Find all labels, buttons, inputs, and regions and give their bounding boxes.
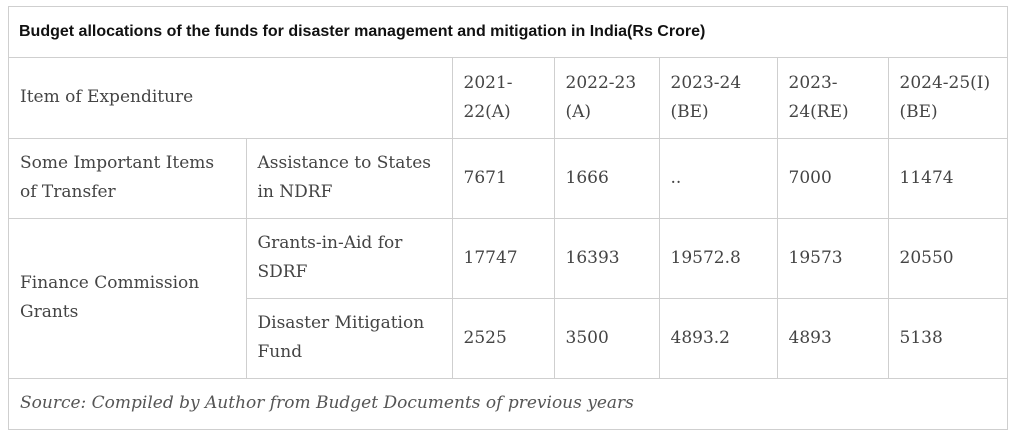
source-note: Source: Compiled by Author from Budget D… xyxy=(9,377,1007,429)
group-label-transfer: Some Important Items of Transfer xyxy=(9,137,247,219)
table-cell: 17747 xyxy=(451,217,555,299)
header-year-2021-22: 2021-22(A) xyxy=(451,58,555,139)
table-cell: 7671 xyxy=(451,137,555,219)
budget-table-container: Budget allocations of the funds for disa… xyxy=(8,6,1008,430)
row-item-label: Grants-in-Aid for SDRF xyxy=(245,217,453,299)
table-cell: 4893 xyxy=(776,297,889,379)
table-row: Some Important Items of Transfer Assista… xyxy=(9,137,1007,219)
table-title: Budget allocations of the funds for disa… xyxy=(9,7,1007,58)
header-year-2022-23: 2022-23 (A) xyxy=(553,58,660,139)
header-year-2023-24-be: 2023-24 (BE) xyxy=(658,58,778,139)
row-item-label: Disaster Mitigation Fund xyxy=(246,297,453,379)
table-cell: 19572.8 xyxy=(658,217,778,299)
table-row: Finance Commission Grants Grants-in-Aid … xyxy=(9,217,1007,379)
table-cell: 20550 xyxy=(887,217,1007,299)
table-cell: .. xyxy=(658,137,778,219)
header-year-2024-25: 2024-25(I)(BE) xyxy=(887,58,1007,139)
group-label-finance-commission: Finance Commission Grants xyxy=(9,217,247,379)
budget-table: Item of Expenditure 2021-22(A) 2022-23 (… xyxy=(9,58,1007,429)
row-item-label: Assistance to States in NDRF xyxy=(245,137,453,219)
table-cell: 7000 xyxy=(776,137,889,219)
table-row: Disaster Mitigation Fund 2525 3500 4893.… xyxy=(9,297,1007,379)
source-row: Source: Compiled by Author from Budget D… xyxy=(9,377,1007,429)
header-item-of-expenditure: Item of Expenditure xyxy=(9,58,453,139)
table-cell: 1666 xyxy=(553,137,660,219)
table-cell: 19573 xyxy=(776,217,889,299)
table-cell: 3500 xyxy=(553,297,660,379)
table-cell: 2525 xyxy=(451,297,555,379)
table-cell: 11474 xyxy=(887,137,1007,219)
table-cell: 5138 xyxy=(887,297,1007,379)
table-cell: 16393 xyxy=(553,217,660,299)
table-cell: 4893.2 xyxy=(658,297,778,379)
header-year-2023-24-re: 2023-24(RE) xyxy=(776,58,889,139)
header-row: Item of Expenditure 2021-22(A) 2022-23 (… xyxy=(9,58,1007,139)
